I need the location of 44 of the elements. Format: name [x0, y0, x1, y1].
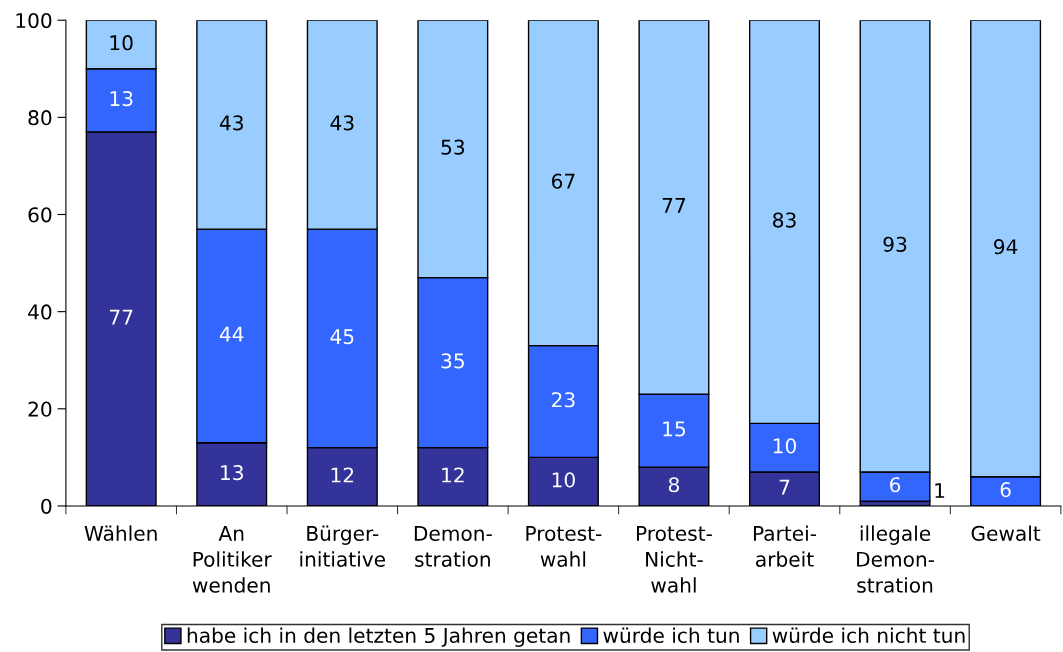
- legend-label: würde ich nicht tun: [772, 627, 965, 644]
- data-label: 1: [935, 483, 945, 498]
- data-label: 23: [552, 392, 575, 408]
- data-label: 15: [663, 421, 685, 437]
- data-label: 35: [441, 353, 464, 369]
- data-label: 67: [551, 173, 575, 189]
- data-label: 43: [330, 115, 354, 131]
- y-tick-label: 80: [28, 110, 52, 126]
- y-tick-label: 0: [41, 498, 52, 514]
- x-tick-label: Protest- wahl: [526, 526, 602, 567]
- x-tick-label: illegale Demon- stration: [857, 525, 934, 593]
- x-tick-label: Demon- stration: [414, 526, 492, 567]
- y-tick-label: 20: [28, 401, 52, 417]
- data-label: 12: [442, 467, 464, 483]
- data-label: 94: [994, 239, 1018, 255]
- data-label: 77: [110, 309, 133, 325]
- data-label: 13: [221, 464, 243, 481]
- y-tick-label: 100: [16, 12, 52, 29]
- x-tick-label: Partei- arbeit: [753, 525, 817, 567]
- legend-label: habe ich in den letzten 5 Jahren getan: [187, 627, 570, 647]
- x-tick-label: Bürger- initiative: [300, 525, 386, 567]
- x-tick-label: An Politiker wenden: [192, 526, 272, 593]
- data-label: 10: [773, 438, 796, 454]
- x-tick-label: Protest- Nicht- wahl: [636, 526, 712, 593]
- data-label: 6: [1000, 481, 1011, 498]
- x-tick-label: Wählen: [84, 525, 157, 541]
- data-label: 10: [110, 35, 133, 51]
- data-label: 44: [219, 326, 244, 342]
- data-label: 7: [779, 479, 790, 495]
- y-tick-label: 60: [28, 207, 52, 223]
- data-label: 6: [890, 477, 901, 493]
- data-label: 45: [330, 329, 354, 345]
- data-label: 93: [883, 236, 907, 252]
- data-label: 43: [219, 115, 243, 131]
- y-tick-label: 40: [28, 304, 52, 320]
- x-tick-label: Gewalt: [971, 525, 1041, 541]
- data-label: 8: [668, 477, 679, 493]
- data-label: 12: [331, 467, 354, 483]
- data-label: 77: [662, 198, 686, 213]
- data-label: 13: [110, 90, 133, 107]
- data-label: 53: [441, 139, 465, 155]
- data-label: 10: [552, 472, 575, 488]
- legend-label: würde ich tun: [603, 627, 739, 644]
- data-label: 83: [773, 212, 796, 228]
